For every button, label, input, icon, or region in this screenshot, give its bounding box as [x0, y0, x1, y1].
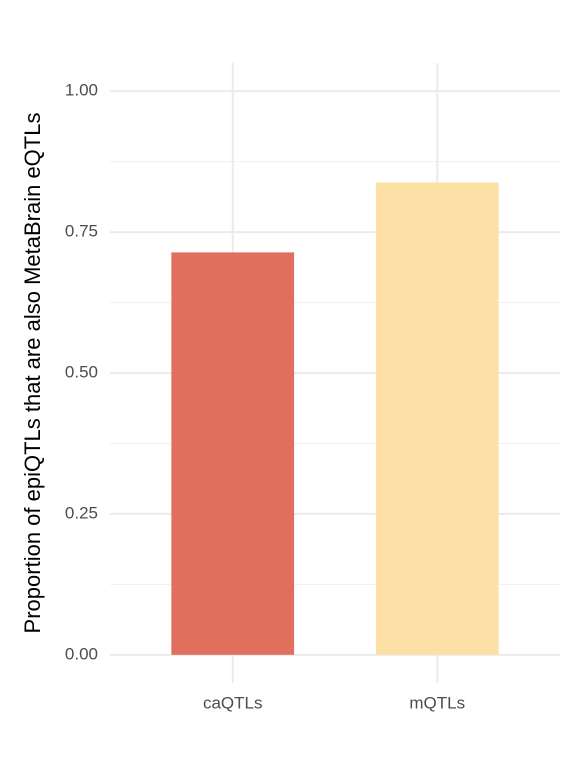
y-axis-label: Proportion of epiQTLs that are also Meta…	[20, 113, 45, 634]
y-tick-label: 0.00	[65, 644, 98, 663]
y-tick-label: 0.25	[65, 503, 98, 522]
x-tick-label: caQTLs	[203, 693, 263, 712]
y-tick-label: 0.50	[65, 362, 98, 381]
bar	[375, 182, 499, 655]
y-tick-label: 1.00	[65, 81, 98, 100]
bar	[171, 252, 295, 655]
y-tick-label: 0.75	[65, 222, 98, 241]
x-tick-label: mQTLs	[409, 693, 465, 712]
